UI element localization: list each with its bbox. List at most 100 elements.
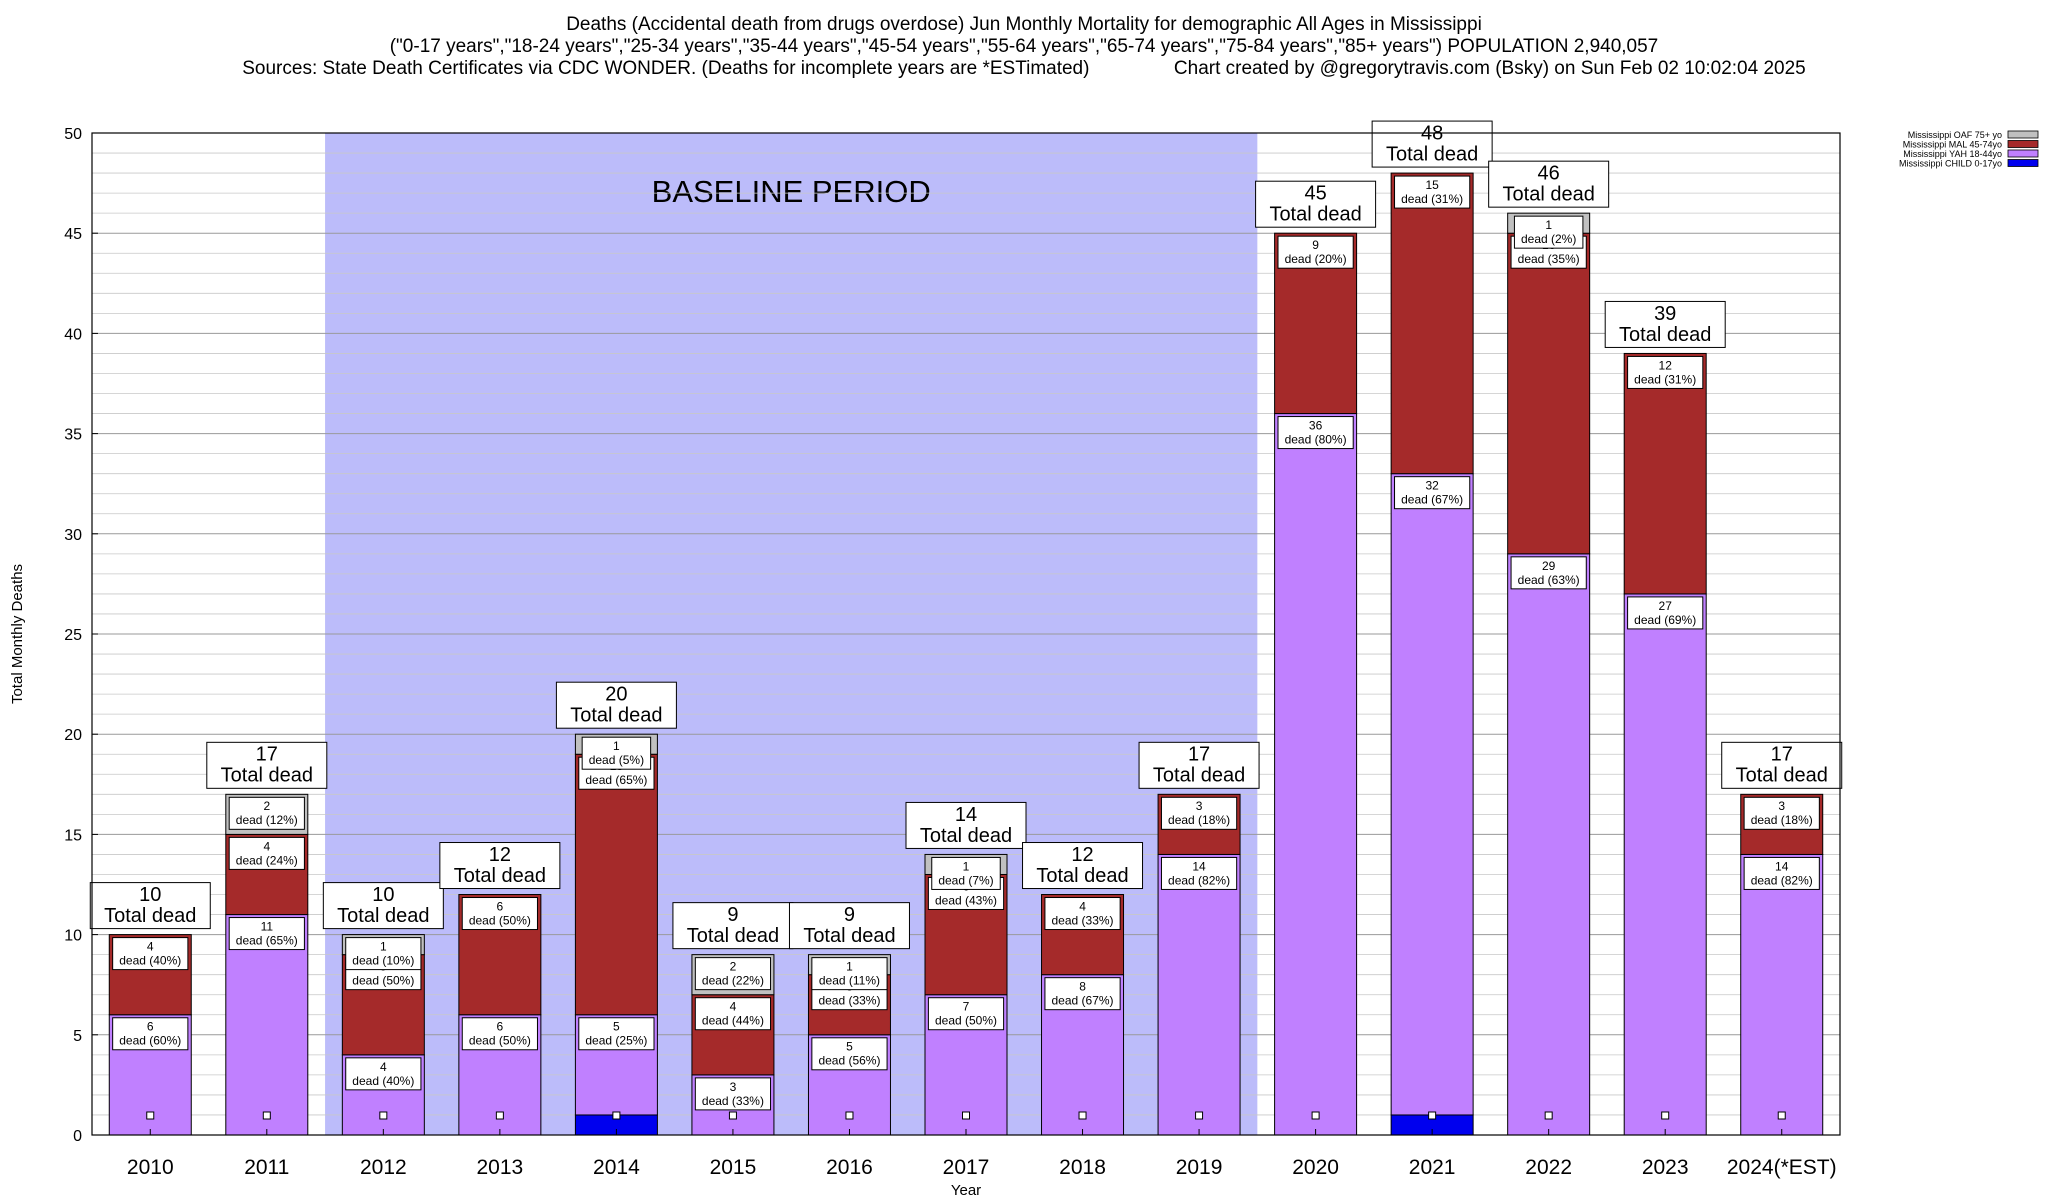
bar-segment-mississippi-yah-18-44yo [1157, 853, 1241, 1136]
segment-label-mississippi-oaf-75-yo-text: 1 [380, 940, 387, 954]
segment-label-mississippi-oaf-75-yo-text: dead (5%) [589, 753, 644, 767]
segment-label-mississippi-oaf-75-yo-text: dead (7%) [938, 873, 993, 887]
total-label-text: Total dead [570, 705, 662, 727]
y-tick-label: 25 [64, 627, 82, 644]
total-label-text: Total dead [687, 925, 779, 947]
bar-marker [1078, 1111, 1087, 1120]
x-tick-label: 2016 [826, 1156, 873, 1179]
segment-label-mississippi-yah-18-44yo-text: dead (60%) [119, 1034, 181, 1048]
segment-label-mississippi-mal-45-74yo-text: dead (31%) [1634, 372, 1696, 386]
total-label-text: Total dead [1386, 143, 1478, 165]
segment-label-mississippi-yah-18-44yo-box [228, 917, 305, 951]
segment-label-mississippi-mal-45-74yo-text: 9 [1312, 238, 1319, 252]
bar-marker [1661, 1111, 1670, 1120]
segment-label-mississippi-mal-45-74yo-text: dead (35%) [1518, 252, 1580, 266]
segment-label-mississippi-oaf-75-yo-text: dead (12%) [236, 813, 298, 827]
total-label-box [206, 741, 328, 789]
segment-label-mississippi-mal-45-74yo-text: 4 [263, 839, 270, 853]
total-label-text: 12 [1071, 844, 1093, 866]
segment-label-mississippi-yah-18-44yo-text: 4 [380, 1060, 387, 1074]
total-label-box [322, 882, 444, 930]
bar-segment-mississippi-yah-18-44yo [1623, 593, 1707, 1136]
segment-label-mississippi-mal-45-74yo-text: 15 [1425, 178, 1439, 192]
segment-label-mississippi-yah-18-44yo-text: 6 [147, 1020, 154, 1034]
total-label-box [1022, 842, 1144, 890]
segment-label-mississippi-yah-18-44yo-text: dead (40%) [352, 1074, 414, 1088]
bar-marker [1195, 1111, 1204, 1120]
total-label-text: Total dead [1036, 865, 1128, 887]
segment-label-mississippi-oaf-75-yo-text: 1 [846, 960, 853, 974]
y-tick-label: 15 [64, 827, 82, 844]
bar-segment-mississippi-mal-45-74yo [1390, 172, 1474, 475]
bars-layer [108, 172, 1824, 1136]
total-label-text: 9 [727, 904, 738, 926]
segment-label-mississippi-yah-18-44yo-text: dead (82%) [1168, 873, 1230, 887]
segment-label-mississippi-mal-45-74yo-text: dead (33%) [1052, 913, 1114, 927]
bar-segment-mississippi-mal-45-74yo [574, 753, 658, 1016]
segment-label-mississippi-mal-45-74yo-box [112, 937, 189, 971]
total-label-box [439, 842, 561, 890]
bar-marker [1777, 1111, 1786, 1120]
total-label-text: 20 [605, 684, 627, 706]
x-tick-label: 2015 [710, 1156, 757, 1179]
segment-label-mississippi-yah-18-44yo-box [578, 1017, 655, 1051]
x-tick-label: 2011 [244, 1156, 289, 1179]
segment-label-mississippi-yah-18-44yo-box [1277, 416, 1354, 450]
segment-label-mississippi-yah-18-44yo-text: 32 [1425, 479, 1439, 493]
segment-label-mississippi-yah-18-44yo-text: dead (67%) [1052, 994, 1114, 1008]
x-tick-label: 2021 [1409, 1156, 1456, 1179]
segment-label-mississippi-mal-45-74yo-text: dead (40%) [119, 954, 181, 968]
bar-segment-mississippi-yah-18-44yo [1390, 473, 1474, 1116]
segment-label-mississippi-mal-45-74yo-box [694, 997, 772, 1031]
total-label-box [788, 902, 910, 950]
segment-label-mississippi-oaf-75-yo-box [931, 856, 1001, 890]
segment-label-mississippi-yah-18-44yo-text: 29 [1542, 559, 1556, 573]
total-label-box [89, 882, 211, 930]
segment-label-mississippi-mal-45-74yo-text: dead (44%) [702, 1014, 764, 1028]
x-tick-label: 2019 [1176, 1156, 1223, 1179]
total-label-text: 39 [1654, 303, 1676, 325]
total-label-text: 10 [372, 884, 394, 906]
x-tick-label: 2014 [593, 1156, 640, 1179]
segment-label-mississippi-yah-18-44yo-text: dead (50%) [935, 1014, 997, 1028]
total-label-box [1721, 741, 1843, 789]
bar-segment-mississippi-yah-18-44yo [225, 914, 309, 1136]
y-tick-label: 20 [64, 727, 82, 744]
x-tick-label: 2023 [1642, 1156, 1689, 1179]
legend-swatch-mississippi-mal-45-74yo [2007, 140, 2039, 148]
total-label-text: 17 [1188, 744, 1210, 766]
segment-label-mississippi-yah-18-44yo-box [1627, 596, 1704, 630]
segment-label-mississippi-yah-18-44yo-text: dead (82%) [1751, 873, 1813, 887]
segment-label-mississippi-yah-18-44yo-text: dead (25%) [585, 1034, 647, 1048]
chart-title-block: Deaths (Accidental death from drugs over… [0, 14, 2048, 80]
segment-label-mississippi-yah-18-44yo-text: 14 [1775, 859, 1789, 873]
segment-label-mississippi-oaf-75-yo-box [228, 796, 305, 830]
total-label-text: 17 [1771, 744, 1793, 766]
segment-label-mississippi-mal-45-74yo-text: dead (33%) [818, 994, 880, 1008]
segment-label-mississippi-mal-45-74yo-box [1394, 175, 1471, 209]
segment-label-mississippi-yah-18-44yo-box [811, 1037, 888, 1071]
segment-label-mississippi-yah-18-44yo-text: dead (33%) [702, 1094, 764, 1108]
segment-label-mississippi-mal-45-74yo-text: dead (24%) [236, 853, 298, 867]
segment-label-mississippi-mal-45-74yo-text: dead (31%) [1401, 192, 1463, 206]
bar-marker [1428, 1111, 1437, 1120]
total-label-text: Total dead [337, 905, 429, 927]
